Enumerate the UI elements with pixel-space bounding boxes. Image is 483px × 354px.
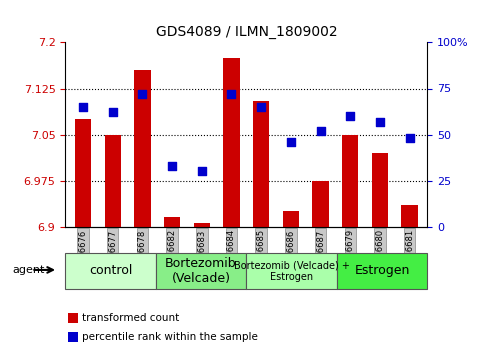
Bar: [372, 153, 388, 227]
Point: [317, 128, 325, 134]
Bar: [401, 205, 418, 227]
Point: [198, 169, 206, 174]
Text: agent: agent: [12, 265, 44, 275]
Bar: [253, 101, 270, 227]
Bar: [223, 58, 240, 227]
Bar: [65, 253, 156, 289]
Bar: [313, 181, 329, 227]
Point: [257, 104, 265, 110]
Point: [168, 163, 176, 169]
Bar: [194, 223, 210, 227]
Point: [346, 113, 354, 119]
Point: [287, 139, 295, 145]
Title: GDS4089 / ILMN_1809002: GDS4089 / ILMN_1809002: [156, 25, 337, 39]
Bar: [337, 253, 427, 289]
Bar: [134, 70, 151, 227]
Bar: [75, 119, 91, 227]
Bar: [342, 135, 358, 227]
Point: [227, 91, 235, 97]
Point: [406, 135, 413, 141]
Point: [376, 119, 384, 125]
Text: Bortezomib (Velcade) +
Estrogen: Bortezomib (Velcade) + Estrogen: [234, 260, 350, 282]
Point: [139, 91, 146, 97]
Text: percentile rank within the sample: percentile rank within the sample: [82, 332, 258, 342]
Point: [109, 110, 116, 115]
Point: [79, 104, 87, 110]
Text: Estrogen: Estrogen: [355, 264, 410, 277]
Text: transformed count: transformed count: [82, 313, 179, 323]
Text: Bortezomib
(Velcade): Bortezomib (Velcade): [165, 257, 237, 285]
Bar: [104, 135, 121, 227]
Bar: [246, 253, 337, 289]
Bar: [283, 211, 299, 227]
Text: control: control: [89, 264, 132, 277]
Bar: [164, 217, 180, 227]
Bar: [156, 253, 246, 289]
